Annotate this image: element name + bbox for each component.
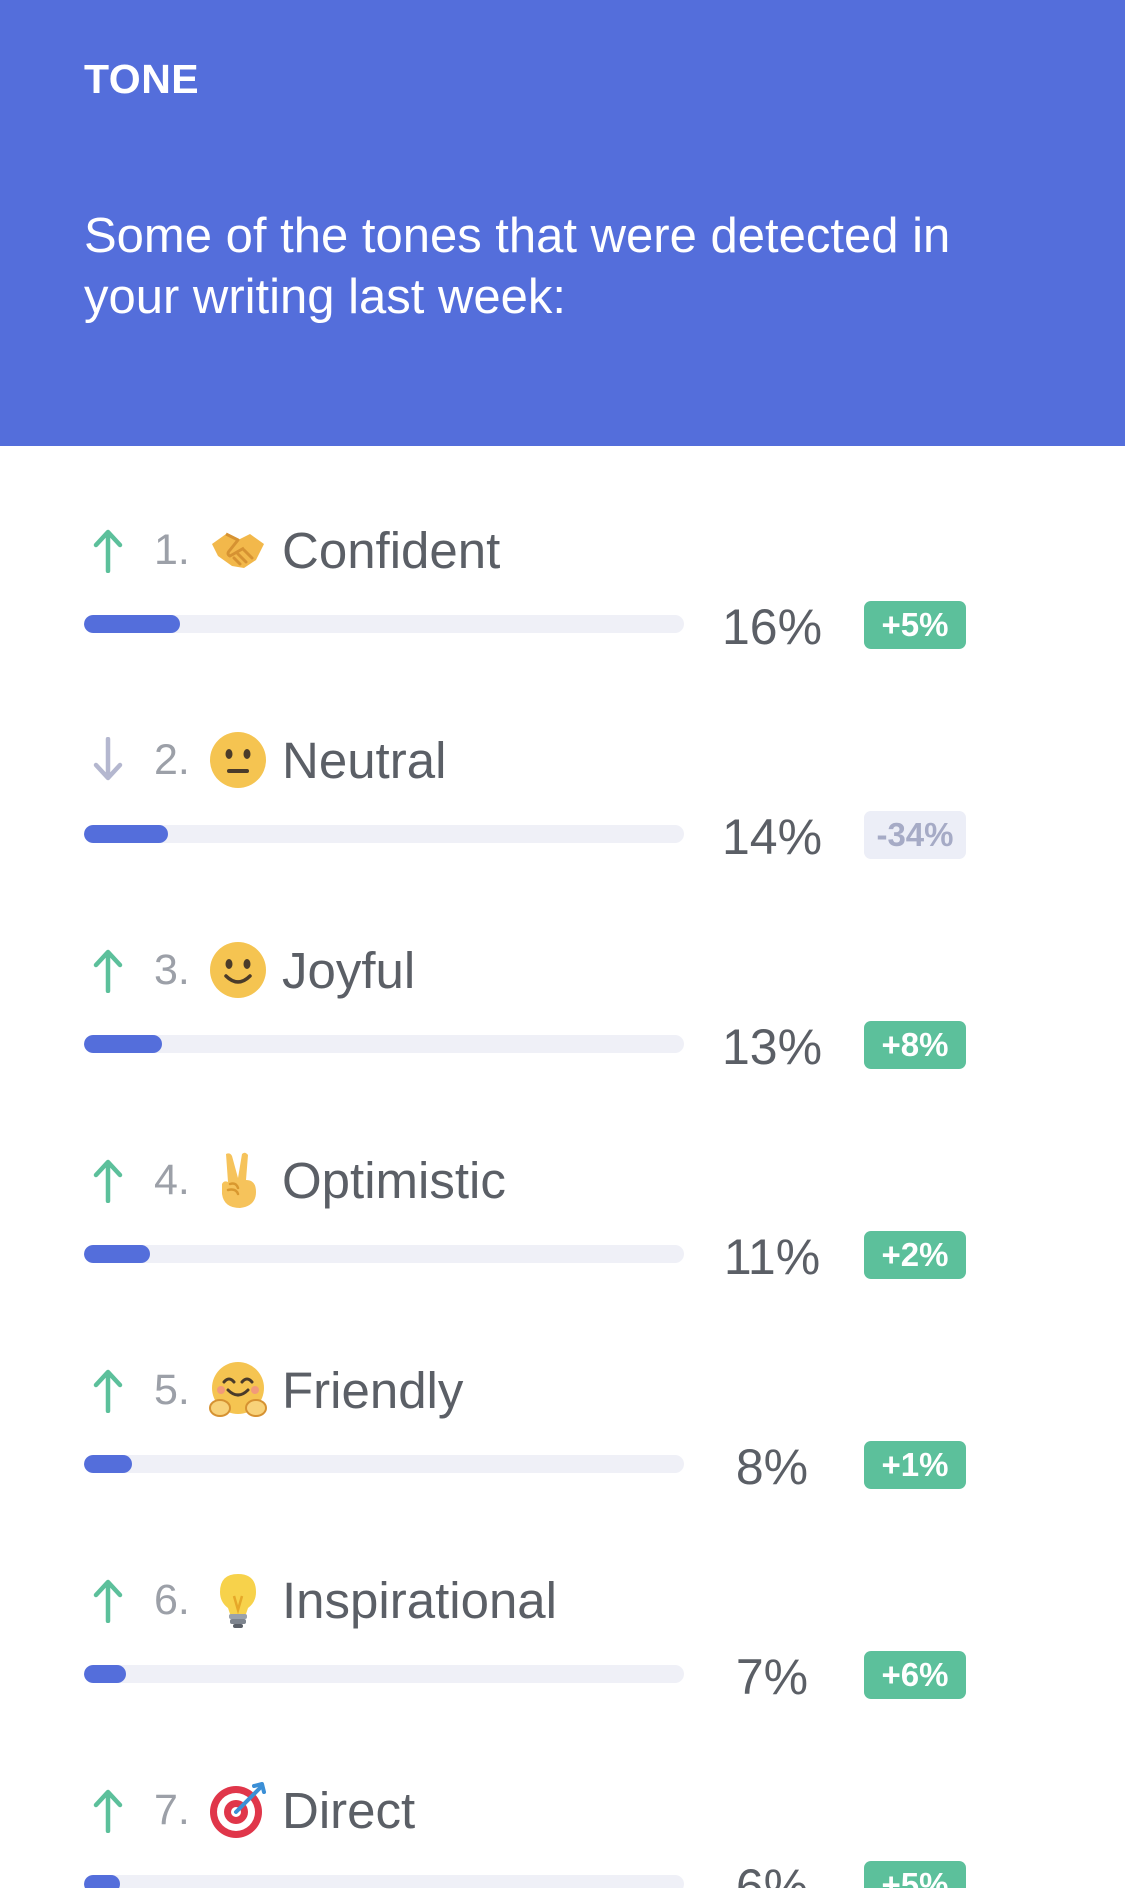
tone-name: Direct bbox=[282, 1781, 416, 1839]
tone-change-badge: +6% bbox=[864, 1651, 966, 1699]
tone-rank: 2. bbox=[154, 735, 190, 784]
tone-percent: 16% bbox=[721, 599, 823, 655]
tone-percent: 6% bbox=[735, 1859, 809, 1888]
tone-progress-fill bbox=[84, 1665, 126, 1683]
tone-row: 7. Direct 6% +5% bbox=[0, 1770, 1125, 1888]
tone-label: 4. Optimistic bbox=[84, 1140, 506, 1220]
tone-progress-fill bbox=[84, 1245, 150, 1263]
tone-rank: 1. bbox=[154, 525, 190, 574]
tone-row: 1. Confident 16% +5% bbox=[0, 510, 1125, 720]
tone-progress-fill bbox=[84, 1875, 120, 1888]
victory-hand-icon bbox=[208, 1150, 268, 1210]
direct-hit-icon bbox=[208, 1780, 268, 1840]
tone-row: 4. Optimistic 11% +2% bbox=[0, 1140, 1125, 1350]
section-subtitle: Some of the tones that were detected in … bbox=[84, 209, 951, 324]
tone-rank: 4. bbox=[154, 1155, 190, 1204]
arrow-up-icon bbox=[84, 940, 132, 1000]
arrow-up-icon bbox=[84, 1360, 132, 1420]
tone-label: 2. Neutral bbox=[84, 720, 446, 800]
arrow-down-icon bbox=[84, 730, 132, 790]
tone-percent: 11% bbox=[723, 1229, 821, 1285]
tone-label: 3. Joyful bbox=[84, 930, 415, 1010]
tone-row: 2. Neutral 14% -34% bbox=[0, 720, 1125, 930]
tone-name: Friendly bbox=[282, 1361, 464, 1419]
hugging-face-icon bbox=[208, 1360, 268, 1420]
neutral-face-icon bbox=[208, 730, 268, 790]
tone-rank: 7. bbox=[154, 1785, 190, 1834]
arrow-up-icon bbox=[84, 1570, 132, 1630]
handshake-icon bbox=[208, 520, 268, 580]
tone-name: Confident bbox=[282, 521, 501, 579]
tone-row: 3. Joyful 13% +8% bbox=[0, 930, 1125, 1140]
tone-label: 6. Inspirational bbox=[84, 1560, 557, 1640]
tone-progress-track bbox=[84, 825, 684, 843]
tone-change-badge: +5% bbox=[864, 601, 966, 649]
tone-percent: 7% bbox=[735, 1649, 809, 1705]
tone-rank: 5. bbox=[154, 1365, 190, 1414]
tone-change-badge: +5% bbox=[864, 1861, 966, 1888]
tone-progress-track bbox=[84, 1035, 684, 1053]
tone-label: 7. Direct bbox=[84, 1770, 415, 1850]
tone-rank: 6. bbox=[154, 1575, 190, 1624]
tone-change-badge: +8% bbox=[864, 1021, 966, 1069]
tone-rank: 3. bbox=[154, 945, 190, 994]
tone-row: 6. Inspirational 7% +6% bbox=[0, 1560, 1125, 1770]
tone-progress-track bbox=[84, 1875, 684, 1888]
tone-progress-track bbox=[84, 615, 684, 633]
tone-progress-fill bbox=[84, 1035, 162, 1053]
tone-name: Joyful bbox=[282, 941, 416, 999]
tone-label: 1. Confident bbox=[84, 510, 500, 590]
tone-change-badge: +2% bbox=[864, 1231, 966, 1279]
tone-name: Neutral bbox=[282, 731, 447, 789]
tone-name: Inspirational bbox=[282, 1571, 557, 1629]
tone-change-badge: -34% bbox=[864, 811, 966, 859]
tone-row: 5. Friendly 8% +1% bbox=[0, 1350, 1125, 1560]
light-bulb-icon bbox=[208, 1570, 268, 1630]
tone-percent: 14% bbox=[721, 809, 823, 865]
tone-progress-track bbox=[84, 1665, 684, 1683]
tone-progress-track bbox=[84, 1455, 684, 1473]
tone-percent: 8% bbox=[735, 1439, 809, 1495]
arrow-up-icon bbox=[84, 520, 132, 580]
tone-progress-fill bbox=[84, 825, 168, 843]
tone-list: 1. Confident 16% +5% 2. Neutral 14% bbox=[0, 446, 1125, 1888]
tone-label: 5. Friendly bbox=[84, 1350, 463, 1430]
tone-header: TONE Some of the tones that were detecte… bbox=[0, 0, 1125, 446]
tone-percent: 13% bbox=[721, 1019, 823, 1075]
tone-progress-fill bbox=[84, 615, 180, 633]
arrow-up-icon bbox=[84, 1150, 132, 1210]
section-title: TONE bbox=[84, 56, 200, 102]
arrow-up-icon bbox=[84, 1780, 132, 1840]
tone-progress-fill bbox=[84, 1455, 132, 1473]
tone-progress-track bbox=[84, 1245, 684, 1263]
tone-change-badge: +1% bbox=[864, 1441, 966, 1489]
tone-name: Optimistic bbox=[282, 1151, 506, 1209]
smiling-face-icon bbox=[208, 940, 268, 1000]
